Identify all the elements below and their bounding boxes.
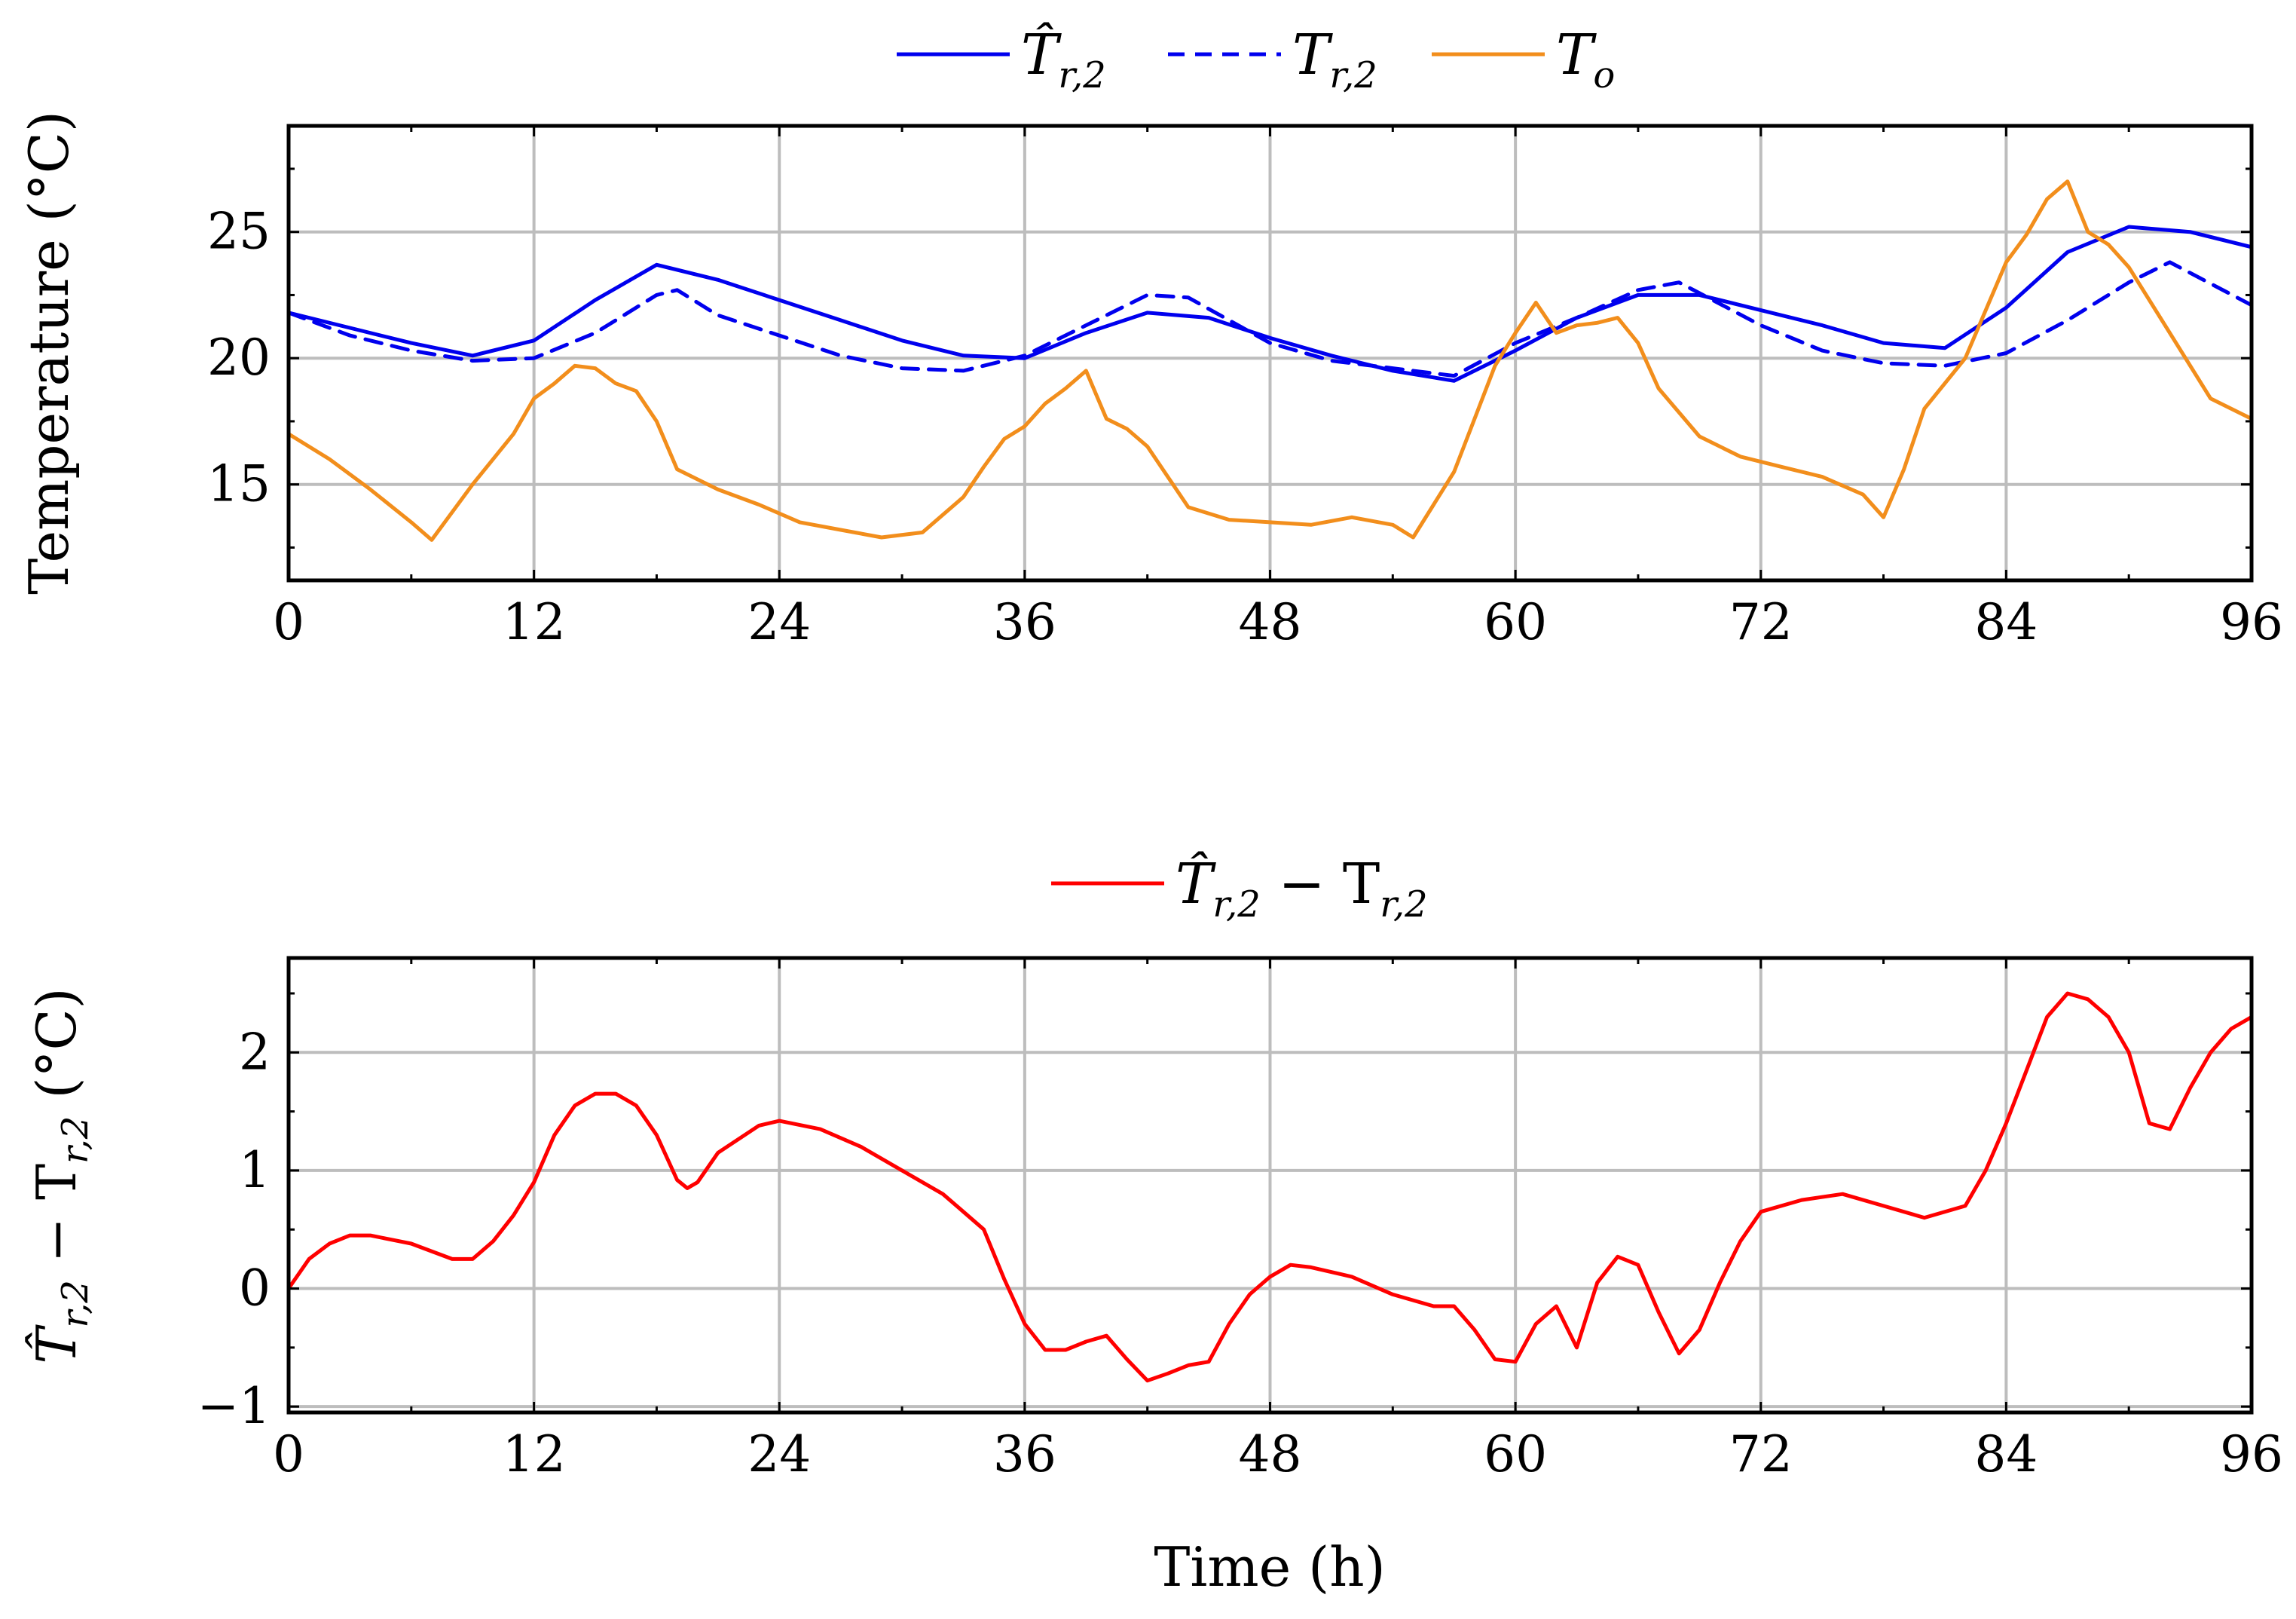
x-tick-label-24: 24 [747, 1425, 811, 1483]
x-tick-label-0: 0 [273, 1425, 304, 1483]
x-tick-label-12: 12 [503, 1425, 566, 1483]
x-tick-label-84: 84 [1974, 593, 2038, 651]
series-line-0-0 [286, 225, 2254, 383]
y-tick-label-2: 25 [207, 203, 271, 261]
error-chart-y-tick-labels: −1 0 1 2 [197, 1023, 271, 1435]
x-tick-label-96: 96 [2220, 1425, 2283, 1483]
x-tick-label-72: 72 [1729, 593, 1793, 651]
x-tick-label-36: 36 [993, 593, 1056, 651]
y-tick-label-2: 1 [239, 1141, 271, 1199]
x-tick-label-12: 12 [503, 593, 566, 651]
x-tick-label-36: 36 [993, 1425, 1056, 1483]
series-line-0-2 [286, 179, 2254, 542]
legend-label-estimated: T̂r,2 [1021, 22, 1106, 96]
x-tick-label-96: 96 [2220, 593, 2283, 651]
legend-label-error: T̂r,2 − Tr,2 [1176, 851, 1428, 926]
temperature-chart-legend: T̂r,2 Tr,2 To [897, 22, 1615, 96]
error-chart-y-axis-label: T̂r,2 − Tr,2 (°C) [24, 987, 96, 1363]
x-tick-label-0: 0 [273, 593, 304, 651]
legend-label-measured: Tr,2 [1292, 23, 1377, 96]
error-chart-legend: T̂r,2 − Tr,2 [1051, 851, 1428, 926]
x-tick-label-24: 24 [747, 593, 811, 651]
x-tick-label-48: 48 [1239, 593, 1302, 651]
error-chart-x-axis-label: Time (h) [1154, 1535, 1385, 1599]
x-tick-label-60: 60 [1484, 1425, 1547, 1483]
x-tick-label-48: 48 [1239, 1425, 1302, 1483]
temperature-chart-y-tick-labels: 15 20 25 [207, 203, 271, 513]
x-tick-label-72: 72 [1729, 1425, 1793, 1483]
y-tick-label-1: 20 [207, 329, 271, 387]
y-tick-label-0: 15 [207, 455, 271, 513]
x-tick-label-60: 60 [1484, 593, 1547, 651]
error-chart-grid [289, 958, 2252, 1412]
series-line-1-0 [286, 991, 2254, 1383]
temperature-chart: 15 20 25 0 12 24 36 48 60 72 84 96 Temperature (°C… [17, 22, 2283, 651]
temperature-chart-series [286, 179, 2254, 542]
temperature-chart-y-axis-label: Temperature (°C) [17, 111, 81, 595]
y-tick-label-0: −1 [197, 1377, 271, 1435]
error-chart-ticks [287, 958, 2253, 1412]
error-chart-series [286, 991, 2254, 1383]
error-chart-x-tick-labels: 0 12 24 36 48 60 72 84 96 [273, 1425, 2283, 1483]
temperature-chart-x-tick-labels: 0 12 24 36 48 60 72 84 96 [273, 593, 2283, 651]
y-tick-label-1: 0 [239, 1259, 271, 1318]
y-tick-label-3: 2 [239, 1023, 271, 1081]
temperature-chart-ticks [287, 126, 2253, 580]
temperature-chart-grid [289, 126, 2252, 580]
series-line-0-1 [286, 260, 2254, 378]
x-tick-label-84: 84 [1974, 1425, 2038, 1483]
legend-label-outdoor: To [1556, 23, 1615, 96]
